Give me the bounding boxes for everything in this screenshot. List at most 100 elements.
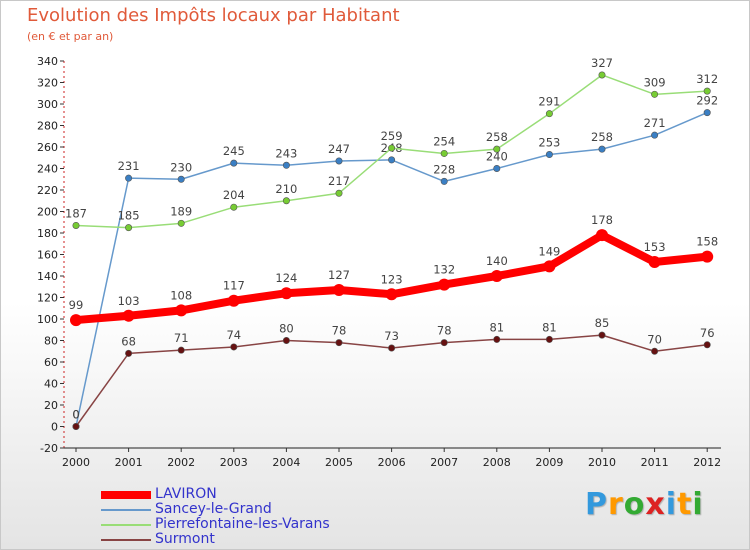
data-label: 127 [328,268,350,282]
data-point [598,331,606,339]
data-label: 68 [121,334,136,348]
data-label: 204 [223,188,245,202]
x-tick-label: 2012 [693,456,721,469]
data-point [230,343,238,351]
data-label: 124 [275,271,297,285]
data-point [388,156,396,164]
y-tick-label: 140 [37,270,58,283]
data-point [177,346,185,354]
data-point [335,189,343,197]
data-label: 185 [118,209,140,223]
data-point [545,335,553,343]
x-tick-label: 2000 [62,456,90,469]
chart-subtitle: (en € et par an) [27,30,114,43]
data-point [385,288,398,301]
data-label: 189 [170,204,192,218]
data-label: 0 [72,408,79,422]
data-label: 254 [433,134,455,148]
data-label: 247 [328,142,350,156]
logo-letter: o [623,487,646,522]
y-tick-label: 340 [37,55,58,68]
x-tick-label: 2005 [325,456,353,469]
x-tick-label: 2010 [588,456,616,469]
data-label: 117 [223,279,245,293]
data-point [280,287,293,300]
data-point [701,250,714,263]
data-label: 103 [118,294,140,308]
legend-label: Surmont [155,531,215,547]
data-point [282,197,290,205]
legend-swatch [101,491,151,499]
data-label: 70 [647,332,662,346]
data-point [230,203,238,211]
data-label: 73 [384,329,399,343]
data-point [70,314,82,327]
data-label: 259 [381,129,403,143]
data-point [125,224,133,232]
legend-item: Surmont [101,531,401,547]
data-point [651,90,659,98]
y-tick-label: 180 [37,227,58,240]
x-tick-label: 2006 [378,456,406,469]
data-point [651,131,659,139]
data-label: 85 [595,316,610,330]
data-point [227,294,240,307]
y-tick-label: 80 [44,335,58,348]
data-label: 230 [170,160,192,174]
x-tick-label: 2003 [220,456,248,469]
data-point [175,304,188,317]
data-label: 217 [328,174,350,188]
x-tick-label: 2009 [535,456,563,469]
data-label: 0 [72,408,79,422]
data-point [493,335,501,343]
legend-item: LAVIRON [101,486,401,502]
logo-letter: P [585,487,608,522]
legend-label: LAVIRON [155,486,217,502]
data-label: 258 [591,130,613,144]
data-label: 228 [433,162,455,176]
y-tick-label: 220 [37,184,58,197]
logo-letter: i [692,487,704,522]
data-point [230,159,238,167]
x-tick-label: 2011 [641,456,669,469]
data-point [596,229,608,242]
legend: LAVIRON Sancey-le-Grand Pierrefontaine-les… [101,486,401,547]
data-label: 243 [275,146,297,160]
legend-item: Pierrefontaine-les-Varans [101,516,401,532]
data-point [335,157,343,165]
data-label: 99 [69,298,84,312]
y-tick-label: 160 [37,249,58,262]
data-label: 80 [279,322,294,336]
data-label: 231 [118,159,140,173]
data-label: 76 [700,326,715,340]
legend-item: Sancey-le-Grand [101,501,401,517]
legend-swatch [101,539,151,541]
data-point [125,349,133,357]
data-point [438,278,451,291]
x-tick-label: 2008 [483,456,511,469]
y-tick-label: 40 [44,378,58,391]
data-label: 240 [486,150,508,164]
data-point [651,347,659,355]
logo-letter: x [645,487,666,522]
y-tick-label: 20 [44,399,58,412]
data-point [703,341,711,349]
data-label: 158 [696,235,718,249]
data-point [282,336,290,344]
data-point [703,109,711,117]
data-point [440,177,448,185]
data-label: 245 [223,144,245,158]
data-point [648,256,661,269]
y-tick-label: 60 [44,356,58,369]
data-point [72,422,80,430]
data-point [440,149,448,157]
data-label: 292 [696,94,718,108]
data-label: 258 [486,130,508,144]
proxiti-logo: Proxiti [585,487,704,522]
data-label: 312 [696,72,718,86]
y-tick-label: 300 [37,98,58,111]
y-tick-label: 0 [51,421,58,434]
data-label: 108 [170,288,192,302]
x-tick-label: 2007 [430,456,458,469]
